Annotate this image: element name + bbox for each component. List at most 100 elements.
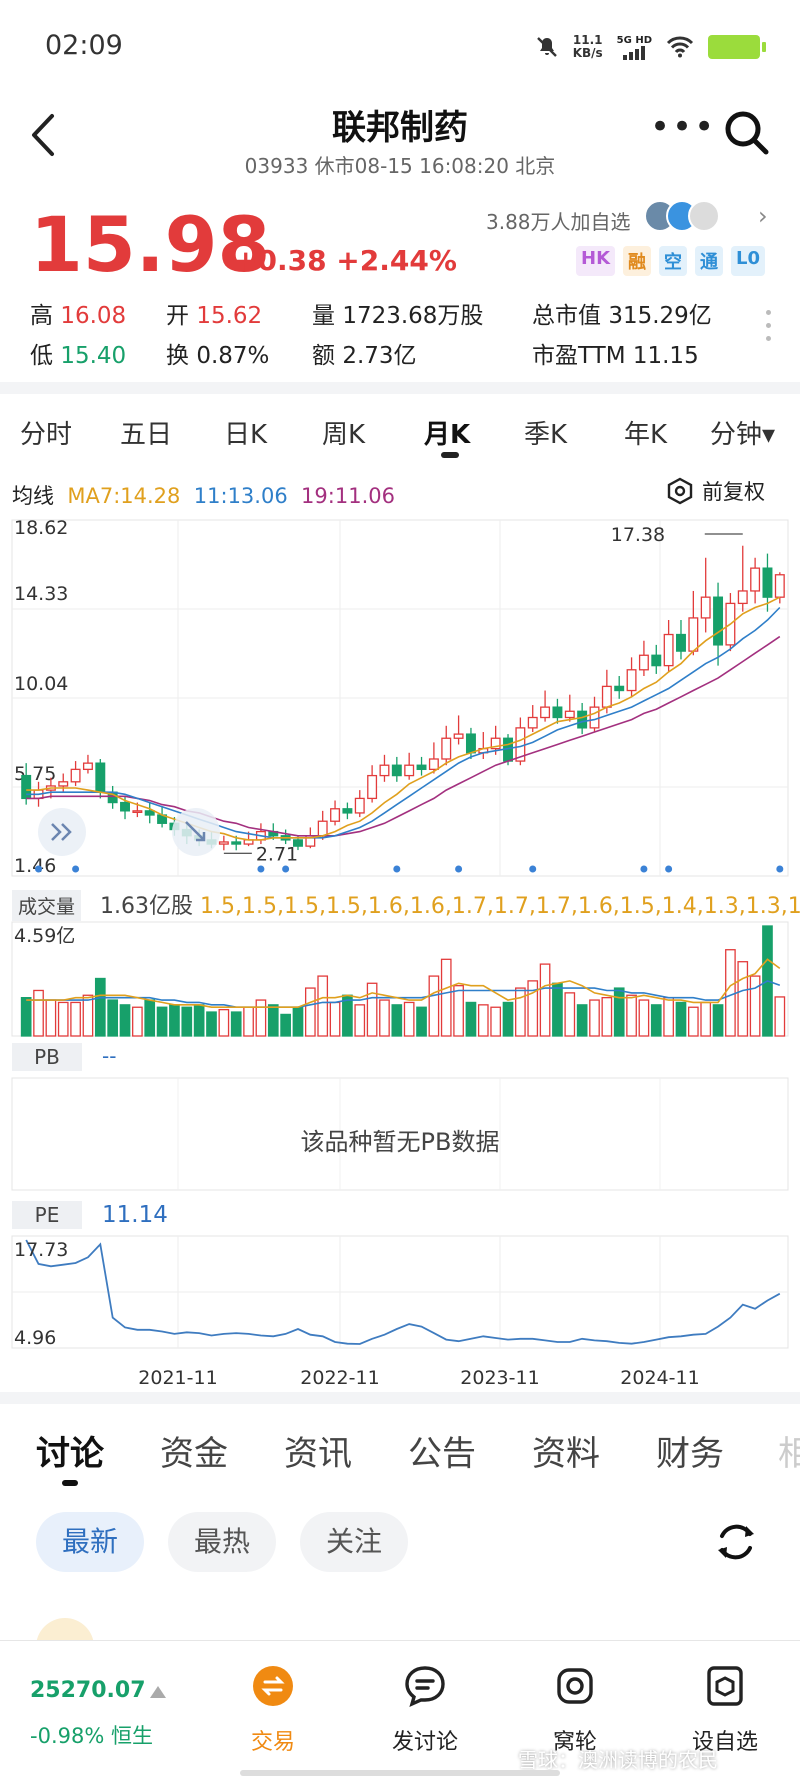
tag-2[interactable]: 空 xyxy=(659,246,688,276)
volume-bar xyxy=(539,963,551,1037)
min-price-label: 2.71 xyxy=(256,843,298,865)
tab-content-1[interactable]: 资金 xyxy=(160,1434,228,1474)
tab-content-5[interactable]: 财务 xyxy=(656,1434,724,1474)
price-axis-label: 1.46 xyxy=(14,855,56,877)
search-button[interactable] xyxy=(722,108,772,158)
trade-icon xyxy=(253,1666,293,1706)
tab-period-7[interactable]: 分钟▾ xyxy=(710,420,776,450)
candle xyxy=(144,810,155,816)
volume-bar xyxy=(57,1001,69,1037)
chip-2[interactable]: 关注 xyxy=(300,1512,409,1572)
candle xyxy=(354,797,365,814)
volume-bar xyxy=(613,987,625,1037)
tab-period-1[interactable]: 五日 xyxy=(120,420,173,450)
pe-axis-top: 17.73 xyxy=(14,1239,68,1261)
volume-bar xyxy=(428,975,440,1037)
tag-4[interactable]: L0 xyxy=(731,246,766,276)
price-change: +0.38 +2.44% xyxy=(234,244,457,277)
home-indicator[interactable] xyxy=(240,1770,560,1776)
price-axis-label: 18.62 xyxy=(14,517,68,539)
volume-bar xyxy=(477,1004,489,1037)
tab-content-4[interactable]: 资料 xyxy=(532,1434,600,1474)
chip-1[interactable]: 最热 xyxy=(168,1512,277,1572)
volume-bar xyxy=(725,949,736,1037)
tab-period-4[interactable]: 月K xyxy=(424,420,471,450)
volume-axis-label: 4.59亿 xyxy=(14,925,75,947)
adjust-button[interactable]: 前复权 xyxy=(666,476,765,506)
tab-content-0[interactable]: 讨论 xyxy=(36,1434,104,1474)
volume-bar xyxy=(82,994,94,1037)
bottom-bar xyxy=(0,1640,800,1784)
candle xyxy=(70,768,81,783)
status-icons: 11.1 KB/s 5G HD xyxy=(535,30,766,64)
volume-bar xyxy=(230,1011,242,1037)
candle xyxy=(663,633,674,667)
candle xyxy=(490,737,501,750)
volume-bar xyxy=(169,1004,180,1037)
back-button[interactable] xyxy=(24,110,64,160)
pb-empty-message: 该品种暂无PB数据 xyxy=(300,1128,500,1156)
volume-bar xyxy=(280,1013,291,1037)
candle xyxy=(21,774,32,800)
volume-bar xyxy=(206,1011,217,1037)
tag-3[interactable]: 通 xyxy=(695,246,724,276)
volume-bar xyxy=(675,1001,687,1037)
volume-bar xyxy=(329,1001,341,1037)
watermark: 雪球：澳洲读博的农民 xyxy=(518,1748,718,1772)
tab-period-0[interactable]: 分时 xyxy=(20,420,73,450)
ma19-value: 19:11.06 xyxy=(301,484,395,508)
chevron-right-icon[interactable]: › xyxy=(758,202,768,230)
ma19-line xyxy=(26,635,781,837)
candle xyxy=(293,839,303,847)
volume-bar xyxy=(490,1006,502,1037)
volume-bar xyxy=(144,999,156,1037)
index-value[interactable]: 25270.07 xyxy=(30,1678,146,1703)
ma7-value: MA7:14.28 xyxy=(67,484,181,508)
volume-bar xyxy=(243,1006,254,1037)
tab-content-2[interactable]: 资讯 xyxy=(284,1434,352,1474)
nav-warrant[interactable]: 窝轮 xyxy=(520,1664,630,1756)
stock-tags: HK 融空通 L0 xyxy=(576,246,766,276)
pe-label[interactable]: PE xyxy=(12,1201,82,1229)
candle xyxy=(713,596,724,646)
nav-trade[interactable]: 交易 xyxy=(218,1664,328,1756)
tag-1[interactable]: 融 xyxy=(623,246,652,276)
wifi-icon xyxy=(666,36,694,58)
pb-label[interactable]: PB xyxy=(12,1043,82,1071)
signal-icon: 5G HD xyxy=(617,35,652,60)
tab-period-2[interactable]: 日K xyxy=(224,420,268,450)
tag-0[interactable]: HK xyxy=(576,246,616,276)
volume-label[interactable]: 成交量 xyxy=(12,890,82,921)
tab-period-5[interactable]: 季K xyxy=(524,420,568,450)
nav-watchlist[interactable]: 设自选 xyxy=(670,1664,780,1756)
chip-0[interactable]: 最新 xyxy=(36,1512,145,1572)
follower-avatars[interactable] xyxy=(644,200,720,232)
stat-low: 低 15.40 xyxy=(30,343,127,369)
kline-chart[interactable]: 18.62 14.33 10.04 5.75 1.46 17.38 2.71 4.59亿 17.… xyxy=(0,0,800,1420)
nav-post[interactable]: 发讨论 xyxy=(370,1664,480,1756)
tab-content-3[interactable]: 公告 xyxy=(408,1434,476,1474)
followers-count[interactable]: 3.88万人加自选 xyxy=(486,210,631,234)
pb-panel xyxy=(11,1077,789,1191)
candle xyxy=(342,808,353,814)
x-axis-label: 2021-11 xyxy=(138,1367,217,1389)
tab-period-3[interactable]: 周K xyxy=(322,420,366,450)
candle xyxy=(577,710,588,729)
volume-ma5-line xyxy=(26,958,781,1009)
divider xyxy=(0,382,800,394)
warrant-icon xyxy=(557,1668,593,1704)
volume-bar xyxy=(107,999,119,1037)
expand-stats-button[interactable] xyxy=(766,310,774,349)
stat-volume: 量 1723.68万股 xyxy=(312,303,484,329)
tab-content-6[interactable]: 相 xyxy=(778,1434,800,1474)
stat-market-cap: 总市值 315.29亿 xyxy=(532,303,712,329)
event-dot xyxy=(640,865,648,873)
volume-bar xyxy=(119,1004,131,1037)
index-change[interactable]: -0.98% 恒生 xyxy=(30,1724,153,1748)
volume-bar xyxy=(391,1004,403,1037)
refresh-icon[interactable] xyxy=(712,1518,760,1566)
candle xyxy=(379,764,390,777)
tab-period-6[interactable]: 年K xyxy=(624,420,668,450)
chat-bubble-icon xyxy=(405,1666,445,1708)
candle xyxy=(750,567,761,592)
